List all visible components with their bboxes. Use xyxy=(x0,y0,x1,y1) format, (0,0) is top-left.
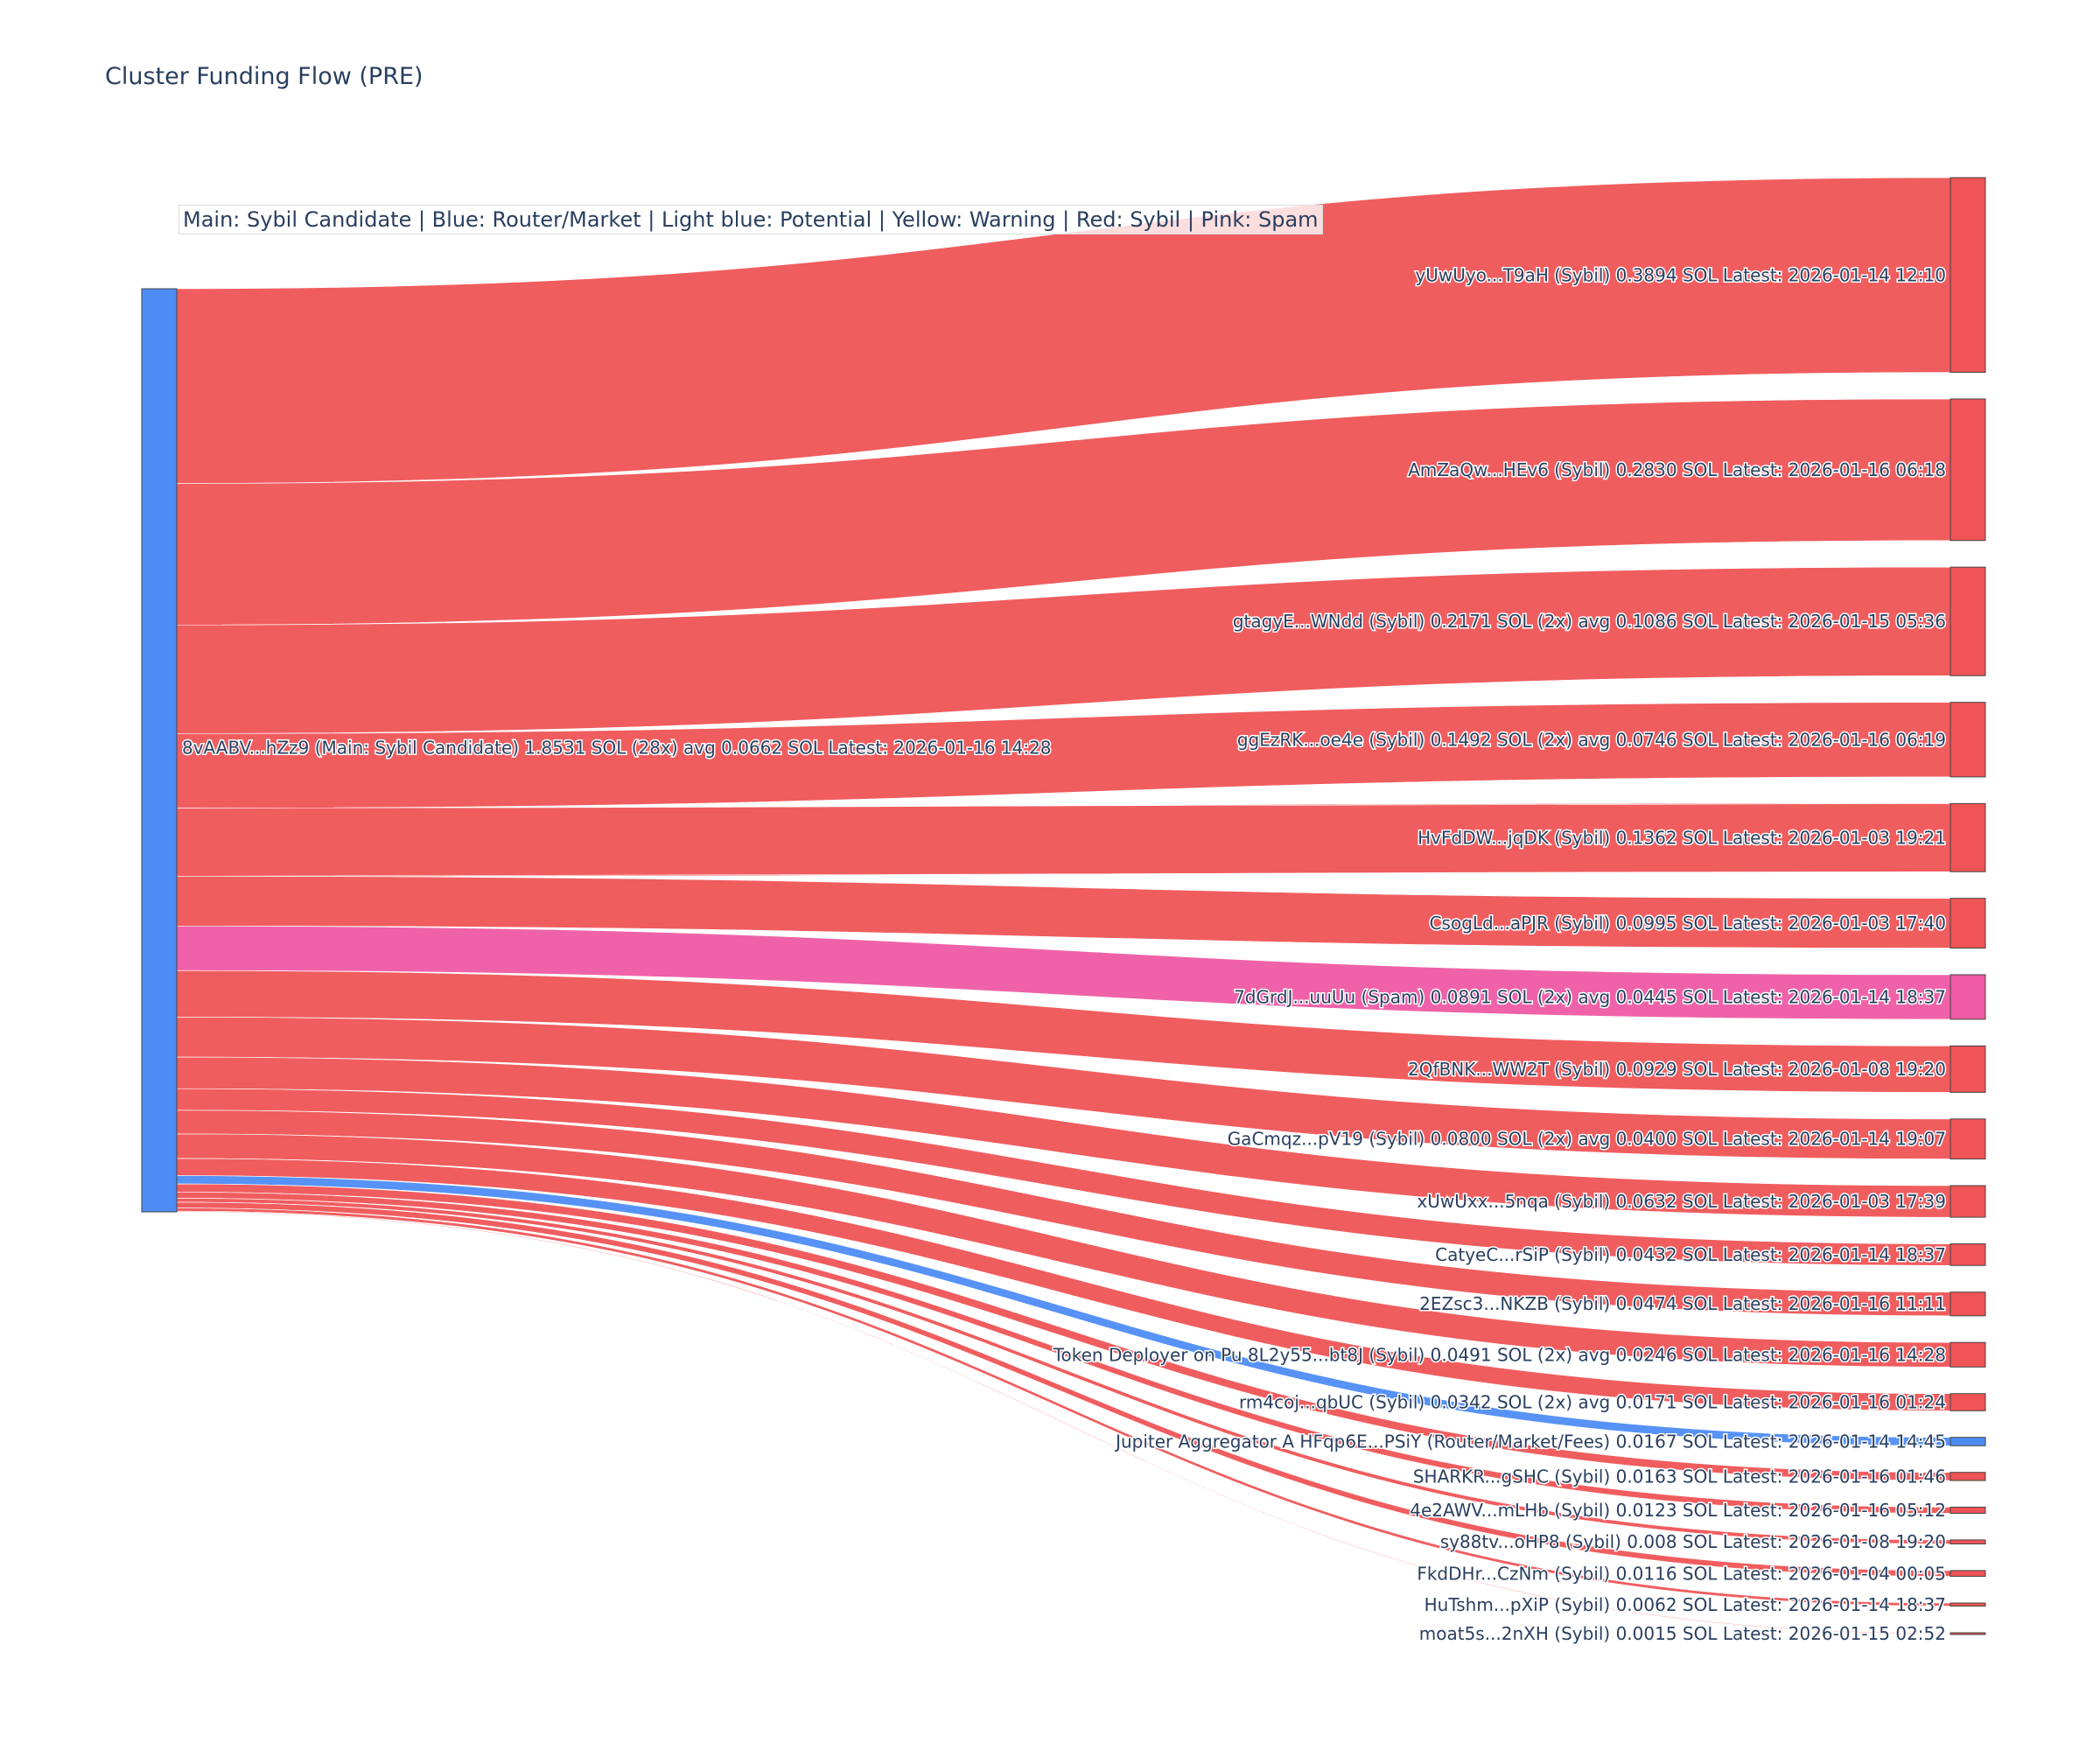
target-node xyxy=(1950,1243,1986,1266)
target-label: xUwUxx...5nqa (Sybil) 0.0632 SOL Latest:… xyxy=(1417,1191,1946,1212)
target-label: moat5s...2nXH (Sybil) 0.0015 SOL Latest:… xyxy=(1419,1623,1946,1644)
target-node xyxy=(1950,1539,1986,1544)
target-node xyxy=(1950,1185,1986,1218)
target-label: gtagyE...WNdd (Sybil) 0.2171 SOL (2x) av… xyxy=(1233,611,1946,632)
target-node xyxy=(1950,974,1986,1020)
target-node xyxy=(1950,802,1986,872)
source-node xyxy=(141,288,178,1213)
target-node xyxy=(1950,398,1986,542)
target-label: 2EZsc3...NKZB (Sybil) 0.0474 SOL Latest:… xyxy=(1419,1293,1946,1314)
target-label: FkdDHr...CzNm (Sybil) 0.0116 SOL Latest:… xyxy=(1417,1563,1946,1584)
sankey-nodes xyxy=(141,177,1986,1635)
target-node xyxy=(1950,1437,1986,1446)
target-node xyxy=(1950,1632,1986,1635)
target-node xyxy=(1950,1118,1986,1160)
target-node xyxy=(1950,1472,1986,1481)
sankey-labels: yUwUyo...T9aH (Sybil) 0.3894 SOL Latest:… xyxy=(181,263,1948,1646)
target-label: HuTshm...pXiP (Sybil) 0.0062 SOL Latest:… xyxy=(1424,1594,1946,1615)
target-label: 4e2AWV...mLHb (Sybil) 0.0123 SOL Latest:… xyxy=(1410,1500,1946,1521)
target-label: SHARKR...gSHC (Sybil) 0.0163 SOL Latest:… xyxy=(1413,1466,1946,1487)
target-label: Token Deployer on Pu 8L2y55...bt8J (Sybi… xyxy=(1053,1344,1946,1365)
target-node xyxy=(1950,177,1986,374)
target-label: yUwUyo...T9aH (Sybil) 0.3894 SOL Latest:… xyxy=(1415,264,1946,285)
source-label: 8vAABV...hZz9 (Main: Sybil Candidate) 1.… xyxy=(182,738,1052,759)
target-label: 2QfBNK...WW2T (Sybil) 0.0929 SOL Latest:… xyxy=(1408,1059,1946,1080)
target-node xyxy=(1950,566,1986,676)
legend-note: Main: Sybil Candidate | Blue: Router/Mar… xyxy=(178,205,1323,234)
target-node xyxy=(1950,1602,1986,1607)
target-node xyxy=(1950,1341,1986,1368)
target-node xyxy=(1950,1045,1986,1093)
target-label: Jupiter Aggregator A HFqp6E...PSiY (Rout… xyxy=(1114,1431,1946,1452)
target-label: CatyeC...rSiP (Sybil) 0.0432 SOL Latest:… xyxy=(1435,1244,1946,1265)
target-node xyxy=(1950,898,1986,949)
target-label: ggEzRK...oe4e (Sybil) 0.1492 SOL (2x) av… xyxy=(1237,729,1946,750)
sankey-links xyxy=(176,177,1951,1634)
target-node xyxy=(1950,1292,1986,1317)
target-label: CsogLd...aPJR (Sybil) 0.0995 SOL Latest:… xyxy=(1430,913,1946,934)
target-label: sy88tv...oHP8 (Sybil) 0.008 SOL Latest: … xyxy=(1440,1531,1946,1552)
target-node xyxy=(1950,1570,1986,1578)
target-node xyxy=(1950,1506,1986,1514)
chart-title: Cluster Funding Flow (PRE) xyxy=(105,63,424,90)
target-label: rm4coj...qbUC (Sybil) 0.0342 SOL (2x) av… xyxy=(1239,1391,1946,1412)
target-label: GaCmqz...pV19 (Sybil) 0.0800 SOL (2x) av… xyxy=(1228,1129,1946,1150)
target-label: HvFdDW...jqDK (Sybil) 0.1362 SOL Latest:… xyxy=(1418,827,1946,848)
target-node xyxy=(1950,702,1986,778)
target-label: AmZaQw...HEv6 (Sybil) 0.2830 SOL Latest:… xyxy=(1408,459,1946,480)
target-node xyxy=(1950,1393,1986,1411)
target-label: 7dGrdJ...uuUu (Spam) 0.0891 SOL (2x) avg… xyxy=(1234,986,1946,1007)
